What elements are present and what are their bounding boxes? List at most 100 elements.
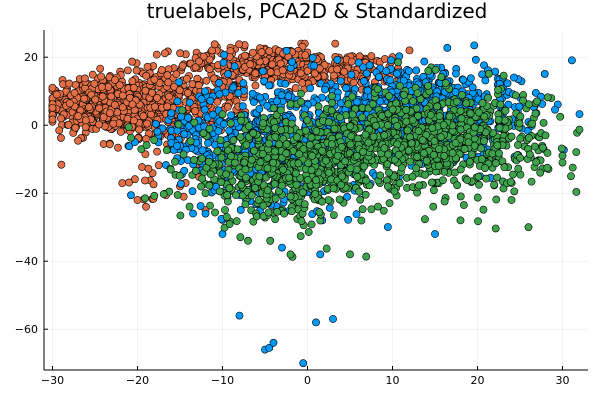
data-point [524, 223, 533, 232]
data-point [298, 188, 307, 197]
data-point [98, 92, 107, 101]
data-point [471, 55, 480, 64]
data-point [312, 127, 321, 135]
data-point [478, 155, 486, 164]
data-point [402, 105, 410, 114]
data-point [231, 158, 239, 167]
data-point [65, 79, 74, 88]
data-point [176, 211, 185, 220]
data-point [297, 217, 306, 225]
data-point [307, 220, 316, 229]
data-point [437, 73, 446, 81]
data-point [407, 139, 416, 148]
data-point [310, 69, 319, 78]
data-point [333, 55, 342, 64]
data-point [196, 202, 205, 210]
data-point [491, 159, 500, 168]
data-point [199, 52, 208, 61]
data-point [456, 192, 465, 201]
data-point [179, 150, 188, 159]
data-point [164, 78, 173, 87]
data-point [346, 250, 354, 259]
data-point [206, 96, 215, 105]
data-point [328, 98, 337, 107]
data-point [543, 93, 552, 102]
data-point [268, 60, 277, 69]
data-point [244, 236, 252, 245]
data-point [316, 250, 325, 259]
data-point [198, 154, 206, 163]
data-point [480, 137, 488, 145]
data-point [556, 112, 565, 121]
data-point [284, 92, 293, 101]
data-point [484, 69, 493, 78]
data-point [237, 116, 245, 125]
data-point [221, 206, 229, 214]
data-point [373, 85, 382, 94]
data-point [536, 168, 545, 177]
data-point [430, 137, 439, 146]
data-point [141, 150, 150, 159]
data-point [239, 79, 248, 88]
data-point [258, 150, 267, 158]
data-point [225, 220, 234, 228]
x-tick-label: −30 [41, 374, 64, 387]
data-point [99, 113, 108, 122]
data-point [335, 195, 344, 204]
data-point [298, 78, 307, 87]
data-point [330, 124, 339, 133]
data-point [128, 77, 137, 86]
data-point [482, 174, 491, 183]
data-point [477, 144, 486, 153]
data-point [551, 105, 559, 114]
data-point [251, 69, 260, 78]
data-point [308, 151, 317, 160]
data-point [375, 73, 383, 81]
data-point [185, 202, 194, 211]
data-point [360, 162, 368, 171]
data-point [279, 165, 287, 174]
data-point [364, 138, 373, 147]
data-point [118, 103, 127, 112]
data-point [572, 188, 581, 196]
data-point [300, 200, 309, 209]
data-point [470, 123, 479, 132]
data-point [383, 160, 392, 169]
data-point [347, 57, 356, 66]
data-point [347, 70, 356, 79]
data-point [135, 125, 144, 134]
data-point [205, 181, 214, 190]
data-point [511, 91, 520, 100]
data-point [310, 61, 319, 70]
data-point [400, 90, 408, 99]
data-point [151, 119, 160, 128]
data-point [456, 125, 465, 134]
data-point [413, 89, 422, 98]
data-point [201, 189, 210, 198]
data-point [318, 197, 326, 206]
data-point [197, 182, 205, 191]
data-point [514, 141, 522, 149]
data-point [307, 133, 316, 142]
data-point [172, 70, 181, 79]
data-point [509, 170, 517, 179]
data-point [456, 216, 465, 225]
data-point [492, 195, 501, 204]
data-point [114, 143, 122, 152]
data-point [125, 178, 133, 187]
data-point [259, 119, 268, 128]
data-point [128, 57, 137, 66]
data-point [256, 93, 264, 102]
data-point [474, 172, 483, 181]
data-point [440, 197, 449, 206]
data-point [441, 79, 450, 87]
data-point [314, 102, 323, 111]
data-point [191, 63, 200, 72]
data-point [337, 143, 346, 151]
data-point [247, 191, 256, 200]
data-point [123, 66, 132, 75]
data-point [241, 51, 249, 60]
data-point [356, 195, 365, 204]
data-point [191, 107, 199, 115]
